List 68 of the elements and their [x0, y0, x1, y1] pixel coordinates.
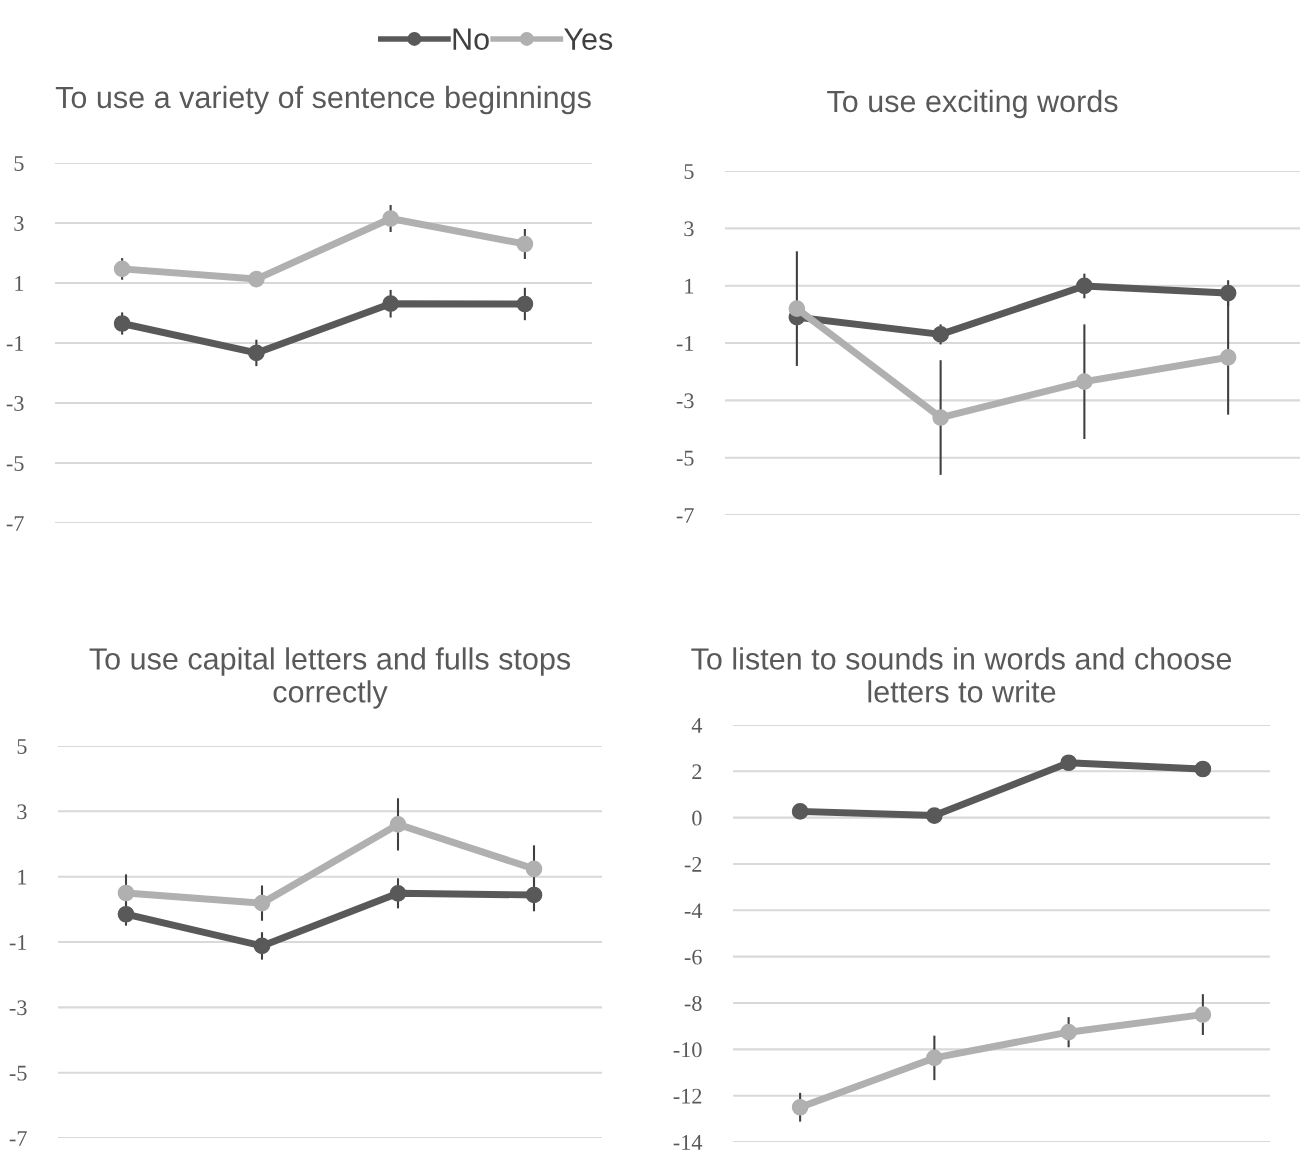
- y-tick-label: -12: [673, 1088, 702, 1104]
- y-tick-label: -7: [9, 1131, 27, 1146]
- point: [1219, 348, 1237, 366]
- y-tick-label: -5: [6, 456, 24, 471]
- point: [117, 884, 135, 902]
- legend-label: Yes: [564, 28, 613, 50]
- point: [1194, 1006, 1212, 1023]
- point: [253, 937, 271, 955]
- point: [248, 344, 265, 362]
- y-tick-label: -5: [9, 1065, 27, 1081]
- y-tick-label: 0: [692, 810, 702, 826]
- chart-title: To use capital letters and fulls stops correctly: [89, 647, 571, 709]
- y-tick-label: 2: [692, 764, 702, 780]
- y-tick-label: 4: [691, 718, 703, 733]
- y-tick-label: 1: [18, 869, 27, 885]
- y-tick-label: -1: [6, 336, 24, 351]
- point: [113, 315, 131, 332]
- point: [1076, 373, 1093, 391]
- y-tick-label: -5: [676, 450, 694, 466]
- point: [389, 816, 407, 833]
- point: [932, 409, 949, 426]
- y-tick-label: -2: [684, 856, 702, 872]
- y-tick-label: 5: [14, 156, 24, 171]
- point: [791, 1098, 809, 1116]
- point: [248, 270, 265, 288]
- point: [117, 905, 135, 923]
- point: [382, 210, 399, 227]
- point: [389, 884, 407, 902]
- point: [1060, 754, 1077, 772]
- chart-title: To listen to sounds in words and choose letters to write: [691, 647, 1232, 703]
- y-tick-label: -14: [673, 1135, 703, 1150]
- point: [113, 260, 131, 278]
- y-tick-label: 5: [17, 739, 27, 754]
- y-tick-label: 3: [17, 804, 27, 820]
- legend-label: No: [453, 28, 489, 50]
- y-tick-label: -8: [684, 995, 702, 1011]
- point: [791, 803, 809, 820]
- y-tick-label: 1: [15, 276, 24, 291]
- y-tick-label: -3: [676, 393, 694, 409]
- point: [525, 886, 543, 904]
- chart-title: To use a variety of sentence beginnings: [55, 85, 591, 115]
- y-tick-label: 5: [684, 164, 694, 179]
- point: [382, 295, 399, 313]
- point: [525, 860, 543, 878]
- y-tick-label: 3: [14, 215, 24, 231]
- point: [1194, 760, 1212, 778]
- y-tick-label: 1: [685, 278, 694, 294]
- y-tick-label: -1: [9, 935, 27, 950]
- point: [932, 326, 949, 343]
- point: [1060, 1023, 1077, 1041]
- y-tick-label: -7: [6, 516, 24, 531]
- y-tick-label: -1: [676, 336, 694, 351]
- point: [516, 235, 534, 253]
- point: [926, 807, 943, 824]
- point: [1219, 284, 1237, 302]
- y-tick-label: -7: [676, 508, 694, 523]
- y-tick-label: -3: [9, 1000, 27, 1016]
- y-tick-label: -10: [673, 1042, 702, 1058]
- point: [516, 295, 534, 313]
- y-tick-label: -4: [684, 903, 703, 919]
- point: [926, 1049, 943, 1067]
- chart-title: To use exciting words: [827, 89, 1118, 119]
- point: [788, 300, 806, 317]
- point: [253, 894, 271, 912]
- y-tick-label: -6: [684, 949, 702, 965]
- y-tick-label: 3: [684, 221, 694, 237]
- y-tick-label: -3: [6, 395, 24, 411]
- point: [1076, 277, 1093, 295]
